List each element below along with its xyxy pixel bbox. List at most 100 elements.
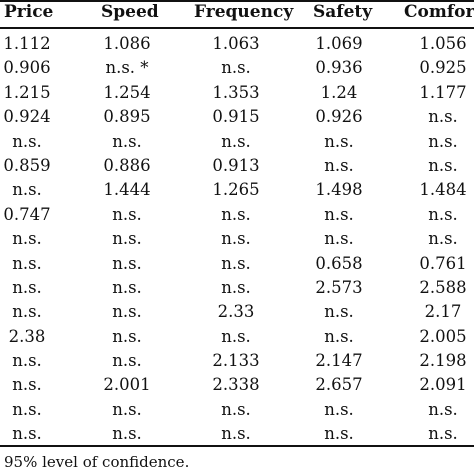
header-safety: Safety <box>313 2 373 22</box>
cell-price: n.s. <box>12 375 42 395</box>
cell-speed: n.s. <box>112 302 142 322</box>
cell-speed: n.s. <box>112 399 142 419</box>
cell-frequency: n.s. <box>221 253 251 273</box>
table-row: n.s. n.s. n.s. 2.573 2.588 <box>0 276 474 300</box>
cell-price: 0.924 <box>3 107 51 127</box>
cell-safety: 0.926 <box>315 107 363 127</box>
cell-price: n.s. <box>12 302 42 322</box>
table-row: 1.112 1.086 1.063 1.069 1.056 <box>0 32 474 56</box>
table-row: 2.38 n.s. n.s. n.s. 2.005 <box>0 325 474 349</box>
cell-comfort: 2.588 <box>419 277 467 297</box>
table-row: n.s. n.s. 2.133 2.147 2.198 <box>0 349 474 373</box>
cell-speed: n.s. <box>112 326 142 346</box>
cell-safety: 1.069 <box>315 34 363 53</box>
cell-price: n.s. <box>12 253 42 273</box>
cell-speed: n.s. <box>112 204 142 224</box>
table-row: 0.859 0.886 0.913 n.s. n.s. <box>0 154 474 178</box>
cell-speed: 2.001 <box>103 375 151 395</box>
cell-price: n.s. <box>12 229 42 249</box>
header-price: Price <box>4 2 54 22</box>
cell-price: 0.747 <box>3 204 51 224</box>
header-comfort: Comfor <box>404 2 474 22</box>
cell-safety: n.s. <box>324 155 354 175</box>
table-row: n.s. n.s. n.s. n.s. n.s. <box>0 130 474 154</box>
cell-frequency: n.s. <box>221 399 251 419</box>
table-row: n.s. n.s. n.s. 0.658 0.761 <box>0 252 474 276</box>
cell-comfort: 1.484 <box>419 180 467 200</box>
cell-frequency: 1.265 <box>212 180 260 200</box>
cell-frequency: 2.133 <box>212 351 260 371</box>
table-body: 1.112 1.086 1.063 1.069 1.056 0.906 n.s. * n.s.… <box>0 32 474 447</box>
cell-comfort: 2.198 <box>419 351 467 371</box>
cell-comfort: 1.056 <box>419 34 467 53</box>
cell-safety: 0.658 <box>315 253 363 273</box>
cell-price: n.s. <box>12 131 42 151</box>
cell-price: 2.38 <box>8 326 46 346</box>
cell-speed: n.s. <box>112 253 142 273</box>
cell-speed: n.s. <box>112 229 142 249</box>
header-speed: Speed <box>101 2 159 22</box>
cell-speed: 0.895 <box>103 107 151 127</box>
table-row: n.s. n.s. n.s. n.s. n.s. <box>0 398 474 422</box>
cell-comfort: 2.17 <box>424 302 462 322</box>
cell-frequency: n.s. <box>221 204 251 224</box>
cell-safety: 0.936 <box>315 58 363 78</box>
cell-safety: n.s. <box>324 424 354 444</box>
cell-frequency: n.s. <box>221 277 251 297</box>
cell-frequency: 2.338 <box>212 375 260 395</box>
cell-comfort: 2.091 <box>419 375 467 395</box>
table-header-row: Price Speed Frequency Safety Comfor <box>0 0 474 27</box>
cell-safety: n.s. <box>324 399 354 419</box>
cell-speed: 0.886 <box>103 155 151 175</box>
table-header-rule <box>0 27 474 29</box>
cell-price: 1.215 <box>3 82 51 102</box>
table-row: n.s. 1.444 1.265 1.498 1.484 <box>0 178 474 202</box>
cell-comfort: 0.761 <box>419 253 467 273</box>
cell-comfort: n.s. <box>428 131 458 151</box>
cell-comfort: n.s. <box>428 107 458 127</box>
cell-frequency: 1.063 <box>212 34 260 53</box>
table-row: 0.906 n.s. * n.s. 0.936 0.925 <box>0 56 474 80</box>
cell-price: n.s. <box>12 277 42 297</box>
table-row: n.s. 2.001 2.338 2.657 2.091 <box>0 373 474 397</box>
table-footnote: 95% level of confidence. <box>4 453 190 471</box>
cell-comfort: 0.925 <box>419 58 467 78</box>
cell-speed: n.s. <box>112 424 142 444</box>
cell-frequency: n.s. <box>221 326 251 346</box>
table-row: n.s. n.s. 2.33 n.s. 2.17 <box>0 300 474 324</box>
cell-price: 0.906 <box>3 58 51 78</box>
cell-safety: n.s. <box>324 131 354 151</box>
cell-safety: n.s. <box>324 326 354 346</box>
cell-safety: n.s. <box>324 229 354 249</box>
cell-frequency: 2.33 <box>217 302 255 322</box>
cell-price: n.s. <box>12 399 42 419</box>
cell-price: n.s. <box>12 424 42 444</box>
cell-safety: n.s. <box>324 204 354 224</box>
cell-frequency: n.s. <box>221 58 251 78</box>
cell-frequency: n.s. <box>221 131 251 151</box>
cell-safety: 2.573 <box>315 277 363 297</box>
cell-comfort: n.s. <box>428 229 458 249</box>
cell-price: 1.112 <box>3 34 51 53</box>
table-row: n.s. n.s. n.s. n.s. n.s. <box>0 227 474 251</box>
table-row: 0.747 n.s. n.s. n.s. n.s. <box>0 203 474 227</box>
cell-comfort: 2.005 <box>419 326 467 346</box>
cell-price: n.s. <box>12 180 42 200</box>
cell-frequency: 1.353 <box>212 82 260 102</box>
cell-comfort: n.s. <box>428 204 458 224</box>
cell-frequency: n.s. <box>221 229 251 249</box>
cell-comfort: n.s. <box>428 424 458 444</box>
cell-safety: 1.24 <box>320 82 358 102</box>
cell-frequency: 0.913 <box>212 155 260 175</box>
cell-price: n.s. <box>12 351 42 371</box>
cell-frequency: 0.915 <box>212 107 260 127</box>
cell-speed: 1.444 <box>103 180 151 200</box>
header-frequency: Frequency <box>194 2 294 22</box>
cell-comfort: n.s. <box>428 155 458 175</box>
cell-price: 0.859 <box>3 155 51 175</box>
table-top-rule <box>0 0 474 2</box>
cell-frequency: n.s. <box>221 424 251 444</box>
cell-speed: n.s. <box>112 131 142 151</box>
cell-safety: 2.147 <box>315 351 363 371</box>
cell-comfort: 1.177 <box>419 82 467 102</box>
